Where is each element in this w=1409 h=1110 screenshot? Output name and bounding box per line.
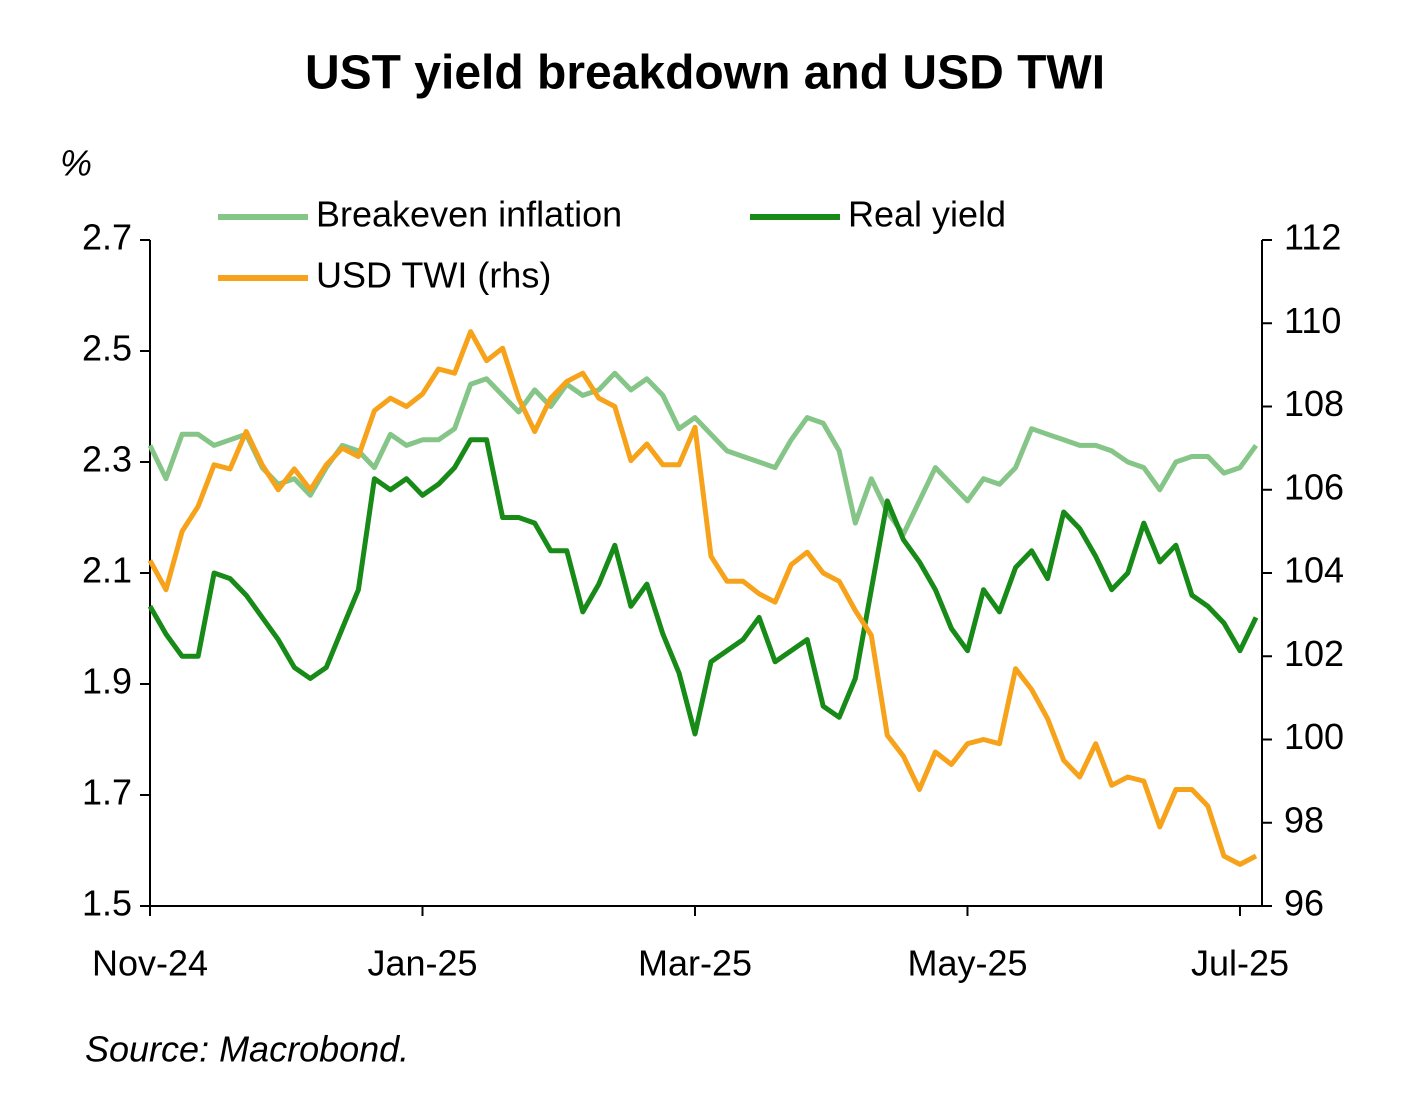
chart-title: UST yield breakdown and USD TWI — [305, 47, 1105, 100]
y2-tick-label: 98 — [1284, 799, 1324, 840]
x-tick-label: Jan-25 — [367, 943, 477, 984]
x-tick-label: Nov-24 — [92, 943, 208, 984]
legend-label: Real yield — [848, 194, 1006, 235]
y-tick-label: 1.9 — [82, 661, 132, 702]
y2-tick-label: 100 — [1284, 716, 1344, 757]
y2-tick-label: 102 — [1284, 633, 1344, 674]
series-line — [147, 329, 1258, 867]
y2-tick-label: 112 — [1284, 217, 1341, 258]
x-tick-label: Mar-25 — [638, 943, 752, 984]
legend-label: USD TWI (rhs) — [316, 255, 551, 296]
y-axis-label: % — [60, 143, 92, 184]
series-line — [147, 437, 1259, 737]
y-tick-label: 2.7 — [82, 217, 132, 258]
y2-tick-label: 108 — [1284, 383, 1344, 424]
y2-tick-label: 106 — [1284, 466, 1344, 507]
y-tick-label: 1.5 — [82, 883, 132, 924]
x-tick-label: Jul-25 — [1191, 943, 1289, 984]
legend-label: Breakeven inflation — [316, 194, 622, 235]
y2-tick-label: 104 — [1284, 550, 1344, 591]
y-tick-label: 2.5 — [82, 328, 132, 369]
source-note: Source: Macrobond. — [85, 1029, 409, 1070]
y-tick-label: 2.3 — [82, 439, 132, 480]
y2-tick-label: 96 — [1284, 883, 1324, 924]
x-tick-label: May-25 — [907, 943, 1027, 984]
y-tick-label: 1.7 — [82, 772, 132, 813]
y-tick-label: 2.1 — [82, 550, 132, 591]
y2-tick-label: 110 — [1284, 300, 1341, 341]
